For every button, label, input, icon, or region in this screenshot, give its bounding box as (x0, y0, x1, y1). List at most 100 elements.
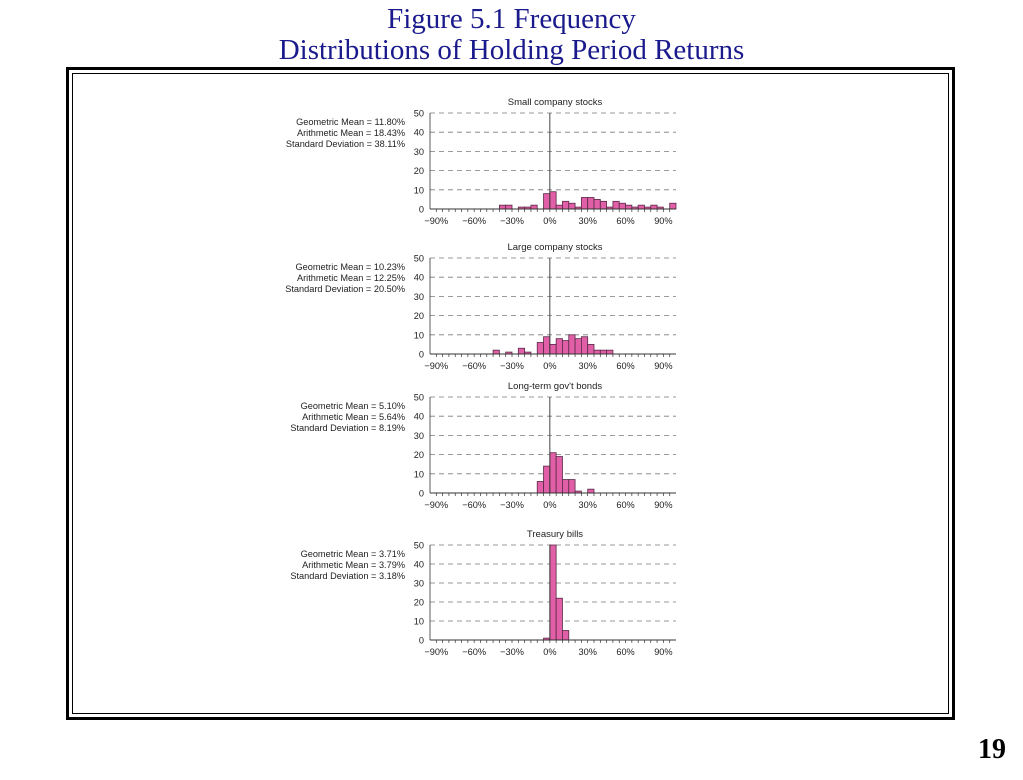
slide-title-line-1: Figure 5.1 Frequency (387, 3, 636, 35)
histogram-bar (530, 204, 538, 210)
x-tick-label: −30% (500, 500, 524, 510)
stat-label: Geometric Mean = 10.23% (295, 262, 405, 272)
histogram-bar (498, 204, 507, 210)
x-tick-label: −90% (424, 216, 448, 226)
chart-title: Treasury bills (527, 529, 583, 540)
histogram-bar (555, 204, 563, 210)
x-tick-label: 90% (654, 216, 672, 226)
x-tick-label: 60% (616, 500, 634, 510)
y-tick-label: 50 (414, 254, 424, 264)
y-tick-label: 10 (414, 185, 424, 195)
y-tick-label: 30 (414, 147, 424, 157)
x-tick-label: 60% (616, 216, 634, 226)
histogram-bar (618, 202, 626, 210)
histogram-bar (568, 479, 576, 494)
histogram-bar (562, 479, 570, 494)
x-tick-label: 30% (578, 500, 596, 510)
histogram-bar (625, 204, 633, 210)
stat-label: Geometric Mean = 11.80% (296, 117, 405, 127)
slide-title-line-2: Distributions of Holding Period Returns (278, 34, 745, 66)
y-tick-label: 20 (414, 450, 424, 460)
histogram-bar (555, 597, 563, 641)
stat-label: Geometric Mean = 5.10% (301, 401, 405, 411)
stat-label: Arithmetic Mean = 12.25% (297, 273, 405, 283)
histogram-bar (549, 191, 557, 210)
histogram-bar (562, 200, 570, 210)
stat-label: Arithmetic Mean = 5.64% (302, 412, 405, 422)
histogram-bar (562, 340, 570, 355)
y-tick-label: 40 (414, 560, 424, 570)
x-tick-label: 0% (543, 361, 556, 371)
y-tick-label: 10 (414, 330, 424, 340)
slide-title: Figure 5.1 Frequency Distributions of Ho… (0, 4, 1023, 66)
histogram-bar (568, 202, 576, 210)
histogram-bar (599, 200, 608, 210)
histogram-bar (505, 204, 513, 210)
y-tick-label: 50 (414, 109, 424, 119)
y-tick-label: 50 (414, 541, 424, 551)
y-tick-label: 40 (414, 128, 424, 138)
y-tick-label: 10 (414, 617, 424, 627)
stat-label: Standard Deviation = 20.50% (285, 284, 405, 294)
x-tick-label: −30% (500, 361, 524, 371)
x-tick-label: 60% (616, 361, 634, 371)
y-tick-label: 20 (414, 311, 424, 321)
histogram-bar (543, 465, 551, 494)
figure-frame (66, 67, 955, 720)
histogram-bar (612, 200, 620, 210)
stat-label: Standard Deviation = 8.19% (290, 423, 405, 433)
histogram-bar (555, 338, 563, 355)
x-tick-label: −60% (462, 500, 486, 510)
stat-label: Standard Deviation = 38.11% (286, 139, 405, 149)
histogram-bar (536, 342, 544, 355)
stat-label: Arithmetic Mean = 18.43% (297, 128, 405, 138)
histogram-bar (593, 198, 601, 210)
x-tick-label: −60% (462, 216, 486, 226)
histogram-bar (549, 544, 557, 641)
chart-title: Long-term gov't bonds (508, 381, 602, 392)
chart-title: Small company stocks (508, 97, 603, 108)
x-tick-label: −60% (462, 361, 486, 371)
histogram-bar (492, 349, 500, 355)
histogram-bar (517, 347, 526, 355)
histogram-bar (549, 343, 557, 355)
histogram-bar (580, 197, 589, 210)
x-tick-label: 90% (654, 500, 672, 510)
histogram-bar (549, 452, 557, 494)
y-tick-label: 50 (414, 393, 424, 403)
stat-label: Geometric Mean = 3.71% (301, 549, 405, 559)
x-tick-label: −90% (424, 647, 448, 657)
y-tick-label: 30 (414, 579, 424, 589)
x-tick-label: 0% (543, 647, 556, 657)
histogram-bar (669, 202, 677, 210)
x-tick-label: 30% (578, 361, 596, 371)
x-tick-label: −60% (462, 647, 486, 657)
chart-title: Large company stocks (507, 242, 602, 253)
x-tick-label: 90% (654, 647, 672, 657)
histogram-bar (637, 204, 645, 210)
histogram-bar (587, 343, 595, 355)
x-tick-label: −30% (500, 216, 524, 226)
x-tick-label: −90% (424, 361, 448, 371)
x-tick-label: 60% (616, 647, 634, 657)
histogram-bar (562, 630, 570, 641)
x-tick-label: −30% (500, 647, 524, 657)
histogram-bar (599, 349, 608, 355)
y-tick-label: 0 (419, 205, 424, 215)
x-tick-label: 30% (578, 216, 596, 226)
x-tick-label: 30% (578, 647, 596, 657)
y-tick-label: 20 (414, 598, 424, 608)
y-tick-label: 30 (414, 292, 424, 302)
histogram-bar (555, 456, 563, 494)
x-tick-label: 0% (543, 500, 556, 510)
x-tick-label: 0% (543, 216, 556, 226)
y-tick-label: 0 (419, 350, 424, 360)
page-number: 19 (978, 734, 1006, 765)
y-tick-label: 0 (419, 636, 424, 646)
histogram-bar (568, 334, 576, 355)
y-tick-label: 0 (419, 489, 424, 499)
y-tick-label: 30 (414, 431, 424, 441)
stat-label: Arithmetic Mean = 3.79% (302, 560, 405, 570)
y-tick-label: 40 (414, 273, 424, 283)
histogram-bar (593, 349, 601, 355)
